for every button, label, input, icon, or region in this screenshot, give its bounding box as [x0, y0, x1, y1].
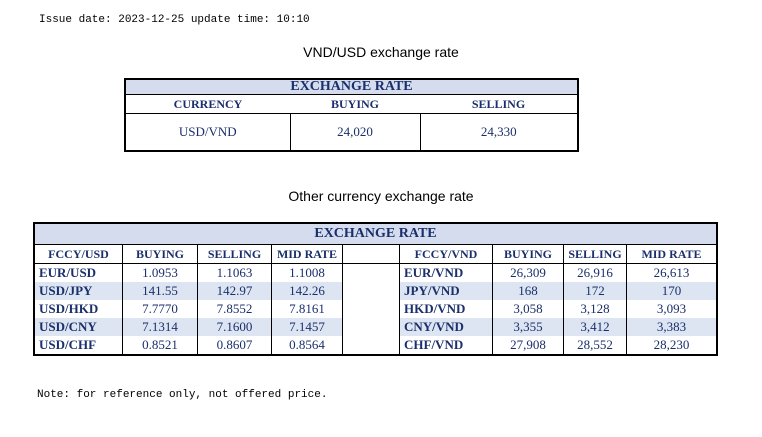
cell-mid-rate: 142.26	[271, 282, 343, 300]
column-gap	[342, 318, 400, 336]
column-header-mid-rate: MID RATE	[626, 244, 717, 264]
other-currency-table: EXCHANGE RATE FCCY/USD BUYING SELLING MI…	[33, 222, 718, 356]
cell-pair: USD/JPY	[34, 282, 123, 300]
cell-selling: 1.1063	[197, 263, 272, 282]
column-header-fccy-usd: FCCY/USD	[34, 244, 123, 264]
issue-date-line: Issue date: 2023-12-25 update time: 10:1…	[39, 14, 310, 26]
cell-buying: 168	[492, 282, 564, 300]
cell-selling: 28,552	[563, 336, 627, 355]
disclaimer-note: Note: for reference only, not offered pr…	[37, 389, 328, 401]
cell-mid-rate: 26,613	[653, 265, 690, 280]
cell-buying: 7.7770	[122, 300, 198, 318]
cell-buying: 3,058	[492, 300, 564, 318]
column-header-selling: SELLING	[197, 244, 272, 264]
cell-buying: 24,020	[289, 113, 420, 151]
cell-pair: HKD/VND	[399, 300, 493, 318]
cell-mid-rate: 7.1457	[271, 318, 343, 336]
cell-mid-rate: 0.8564	[271, 336, 343, 355]
table-row: USD/CHF 0.8521 0.8607 0.8564 CHF/VND 27,…	[34, 336, 717, 355]
cell-buying: 1.0953	[122, 263, 198, 282]
cell-pair: USD/HKD	[34, 300, 123, 318]
cell-mid-rate: 1.1008	[271, 263, 343, 282]
cell-buying: 141.55	[122, 282, 198, 300]
column-header-selling: SELLING	[563, 244, 627, 264]
column-header-fccy-vnd: FCCY/VND	[399, 244, 493, 264]
page-title: VND/USD exchange rate	[303, 44, 459, 60]
cell-mid-rate: 7.8161	[271, 300, 343, 318]
table-row: USD/VND 24,020 24,330	[125, 113, 578, 151]
table-row: USD/CNY 7.1314 7.1600 7.1457 CNY/VND 3,3…	[34, 318, 717, 336]
column-gap	[342, 300, 400, 318]
cell-selling: 7.1600	[197, 318, 272, 336]
cell-currency: USD/VND	[178, 124, 237, 139]
table-band-title: EXCHANGE RATE	[34, 223, 717, 245]
cell-pair: CHF/VND	[399, 336, 493, 355]
cell-selling: 24,330	[419, 113, 578, 151]
cell-selling: 26,916	[563, 263, 627, 282]
cell-mid-rate: 28,230	[653, 337, 690, 352]
cell-mid-rate: 3,093	[656, 301, 687, 316]
cell-buying: 7.1314	[122, 318, 198, 336]
cell-buying: 26,309	[492, 263, 564, 282]
cell-buying: 3,355	[492, 318, 564, 336]
column-gap	[342, 263, 400, 282]
column-gap	[342, 244, 400, 264]
cell-buying: 27,908	[492, 336, 564, 355]
cell-selling: 142.97	[197, 282, 272, 300]
column-gap	[342, 282, 400, 300]
cell-selling: 7.8552	[197, 300, 272, 318]
cell-pair: JPY/VND	[399, 282, 493, 300]
cell-buying: 0.8521	[122, 336, 198, 355]
cell-pair: USD/CHF	[34, 336, 123, 355]
vnd-usd-table: EXCHANGE RATE CURRENCY BUYING SELLING US…	[124, 78, 579, 152]
column-header-selling: SELLING	[420, 94, 578, 114]
cell-selling: 172	[563, 282, 627, 300]
column-header-buying: BUYING	[492, 244, 564, 264]
section-title: Other currency exchange rate	[288, 188, 474, 204]
column-gap	[342, 336, 400, 355]
cell-mid-rate: 3,383	[626, 318, 717, 336]
column-header-mid-rate: MID RATE	[271, 244, 343, 264]
cell-pair: EUR/VND	[399, 263, 493, 282]
cell-pair: USD/CNY	[34, 318, 123, 336]
column-header-buying: BUYING	[290, 94, 420, 114]
table-row: USD/JPY 141.55 142.97 142.26 JPY/VND 168…	[34, 282, 717, 300]
cell-pair: EUR/USD	[34, 263, 123, 282]
cell-pair: CNY/VND	[399, 318, 493, 336]
cell-selling: 0.8607	[197, 336, 272, 355]
column-header-currency: CURRENCY	[125, 94, 290, 114]
table-row: EUR/USD 1.0953 1.1063 1.1008 EUR/VND 26,…	[34, 263, 717, 282]
column-header-buying: BUYING	[122, 244, 198, 264]
cell-mid-rate: 170	[626, 282, 717, 300]
cell-selling: 3,128	[563, 300, 627, 318]
table-row: USD/HKD 7.7770 7.8552 7.8161 HKD/VND 3,0…	[34, 300, 717, 318]
table-band-title: EXCHANGE RATE	[125, 79, 578, 95]
cell-selling: 3,412	[563, 318, 627, 336]
